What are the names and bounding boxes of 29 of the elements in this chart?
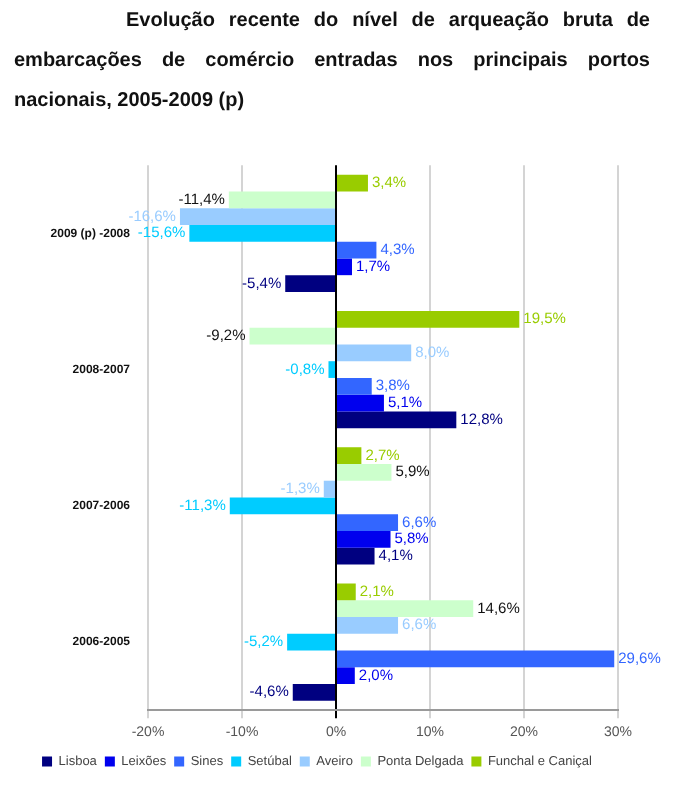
bar (229, 497, 335, 515)
bar (287, 633, 335, 651)
bar (337, 514, 399, 531)
bar (337, 344, 412, 362)
bar (337, 600, 474, 617)
bar (337, 174, 368, 192)
bar (292, 683, 335, 701)
bar (337, 463, 392, 481)
bar (337, 547, 375, 565)
bar (337, 616, 399, 634)
bar (337, 258, 352, 276)
bar (337, 447, 362, 464)
bar (337, 650, 615, 668)
bar (179, 208, 335, 225)
bar (337, 530, 391, 548)
bar (249, 327, 335, 345)
bar (189, 224, 335, 242)
bar (228, 191, 335, 209)
chart-title: Evolução recente do nível de arqueação bruta de embarcações de comércio entradas nos principais portos nacionais, 2005-2009 (p) (14, 8, 650, 116)
bar (337, 583, 356, 601)
bar (337, 377, 372, 395)
bar (337, 667, 355, 684)
bar (337, 241, 377, 259)
bar (337, 310, 520, 328)
bar (323, 480, 335, 498)
bar (285, 275, 335, 292)
bar (337, 411, 457, 429)
bar (337, 394, 384, 412)
bar (328, 361, 335, 378)
